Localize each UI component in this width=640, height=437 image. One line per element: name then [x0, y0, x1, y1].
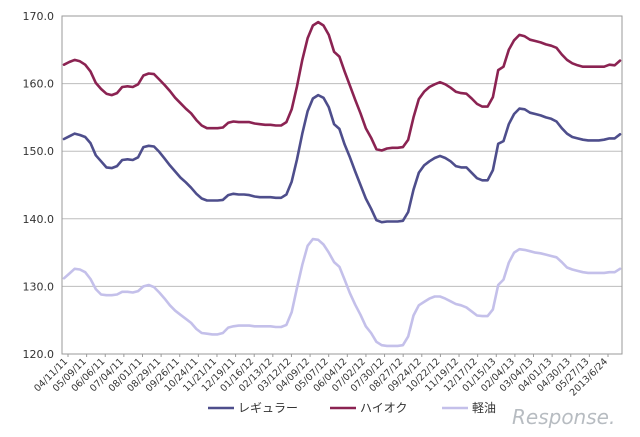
- y-tick-label: 160.0: [23, 78, 55, 91]
- legend-label-0: レギュラー: [238, 401, 298, 415]
- series-line-0: [62, 93, 622, 224]
- y-tick-label: 140.0: [23, 213, 55, 226]
- y-tick-label: 120.0: [23, 348, 55, 361]
- series-line-1: [62, 20, 622, 152]
- series-lines: [62, 20, 622, 348]
- y-tick-label: 130.0: [23, 280, 55, 293]
- y-tick-label: 170.0: [23, 10, 55, 23]
- series-line-2: [62, 237, 622, 348]
- axes: [61, 15, 623, 357]
- x-tick-labels: 04/11/1105/09/1106/06/1107/04/1108/01/11…: [32, 356, 610, 398]
- legend-label-2: 軽油: [472, 401, 496, 415]
- y-tick-labels: 120.0 130.0 140.0 150.0 160.0 170.0: [23, 10, 55, 361]
- y-tick-label: 150.0: [23, 145, 55, 158]
- legend-label-1: ハイオク: [360, 401, 408, 415]
- watermark-logo: Response.: [512, 405, 615, 429]
- legend: レギュラー ハイオク 軽油: [208, 401, 496, 415]
- plot-border: [61, 15, 623, 355]
